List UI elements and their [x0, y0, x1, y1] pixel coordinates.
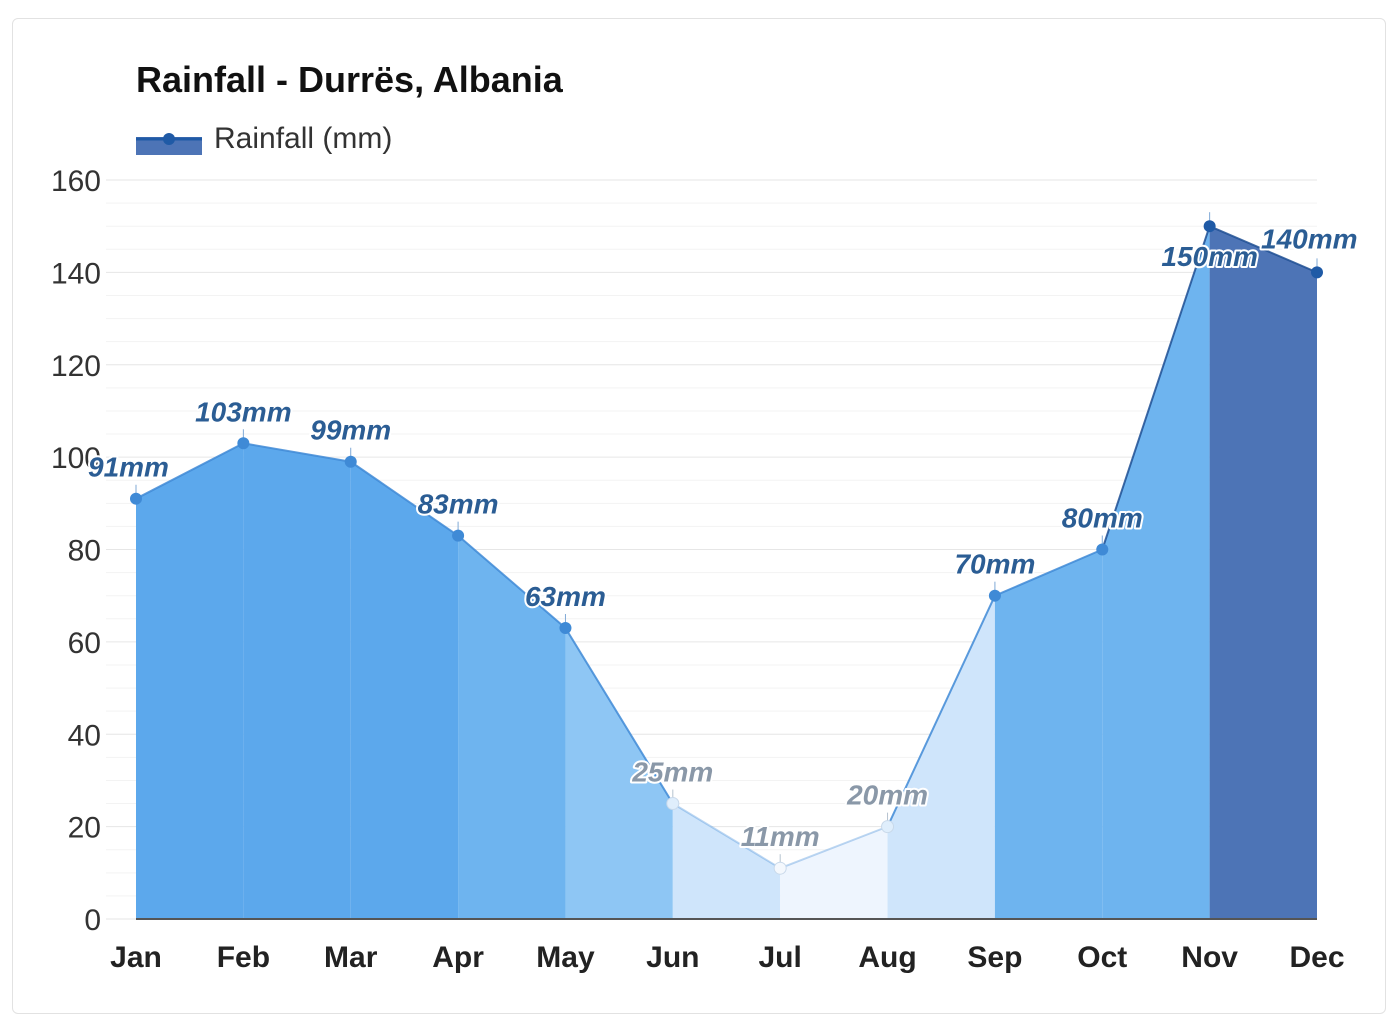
data-point-dec	[1311, 266, 1323, 279]
area-segment-jan	[136, 443, 244, 919]
area-segment-feb	[243, 443, 351, 919]
data-label-feb: 103mm	[195, 396, 292, 427]
data-label-oct: 80mm	[1062, 503, 1143, 534]
series-line-segment	[994, 548, 1103, 597]
y-tick-label: 0	[84, 904, 101, 937]
x-tick-label: Nov	[1181, 941, 1238, 974]
data-label-jan: 91mm	[88, 452, 169, 483]
area-segment-aug	[887, 595, 995, 919]
data-point-sep	[988, 589, 1001, 602]
x-tick-label: Sep	[967, 941, 1022, 974]
series-line-segment	[672, 802, 781, 870]
data-label-aug: 20mm	[846, 780, 928, 811]
data-point-apr	[452, 529, 465, 542]
y-axis-ticks: 0 20 40 60 80 100 120 140 160	[51, 165, 101, 937]
data-point-nov	[1203, 220, 1216, 233]
series-line	[135, 225, 1318, 870]
data-labels: 91mm 103mm 99mm 83mm 63mm 25mm 11mm 20mm 70mm 80m…	[86, 221, 1360, 854]
data-point-feb	[237, 437, 250, 450]
legend-label: Rainfall (mm)	[214, 122, 392, 155]
area-segment-apr	[458, 535, 566, 919]
y-tick-label: 20	[68, 812, 101, 845]
legend-swatch	[136, 137, 202, 155]
x-tick-label: Oct	[1077, 941, 1127, 974]
data-label-mar: 99mm	[310, 415, 391, 446]
series-line-segment	[135, 442, 244, 500]
y-tick-label: 120	[51, 350, 101, 383]
area-segment-jun	[672, 803, 781, 919]
series-line-segment	[564, 627, 674, 805]
area-segment-nov	[1209, 226, 1317, 919]
data-label-sep: 70mm	[954, 549, 1035, 580]
data-label-may: 63mm	[525, 581, 606, 612]
series-line-segment	[243, 442, 351, 463]
area-segment-sep	[994, 549, 1103, 919]
x-tick-label: Dec	[1289, 941, 1344, 974]
x-tick-label: Jan	[110, 941, 162, 974]
data-label-nov: 150mm	[1161, 241, 1258, 272]
data-label-jul: 11mm	[741, 821, 820, 852]
series-line-segment	[457, 534, 567, 629]
area-segments	[136, 226, 1317, 919]
area-segment-oct	[1102, 226, 1210, 919]
data-point-jul	[773, 861, 787, 875]
series-line-segment	[1101, 225, 1211, 550]
y-tick-label: 100	[51, 442, 101, 475]
data-label-apr: 83mm	[418, 489, 499, 520]
y-tick-label: 160	[51, 165, 101, 198]
y-tick-label: 40	[68, 719, 101, 752]
area-segment-mar	[350, 461, 459, 919]
chart-title: Rainfall - Durrës, Albania	[136, 59, 564, 100]
area-segment-may	[565, 628, 673, 919]
data-point-jan	[130, 492, 142, 505]
data-point-aug	[881, 820, 895, 834]
x-axis: Jan Feb Mar Apr May Jun Jul Aug Sep Oct Nov Dec	[110, 918, 1345, 974]
x-tick-label: Jun	[646, 941, 699, 974]
area-segment-jul	[780, 826, 888, 919]
x-tick-label: Jul	[759, 941, 802, 974]
data-point-oct	[1096, 543, 1109, 556]
data-point-jun	[666, 797, 680, 811]
y-tick-label: 80	[68, 535, 101, 568]
data-points	[130, 212, 1323, 875]
x-tick-label: Apr	[432, 941, 484, 974]
data-point-mar	[344, 455, 357, 468]
legend-marker	[163, 133, 175, 145]
series-line-segment	[350, 460, 459, 537]
data-label-jun: 25mm	[631, 757, 713, 788]
y-tick-label: 140	[51, 257, 101, 290]
x-tick-label: Aug	[858, 941, 916, 974]
series-line-segment	[1209, 225, 1318, 274]
y-tick-label: 60	[68, 627, 101, 660]
legend: Rainfall (mm)	[136, 122, 392, 155]
x-tick-label: Feb	[217, 941, 270, 974]
data-label-dec: 140mm	[1261, 223, 1358, 254]
data-point-may	[559, 622, 572, 635]
x-tick-label: May	[536, 941, 595, 974]
series-line-segment	[886, 595, 996, 828]
x-tick-label: Mar	[324, 941, 378, 974]
series-line-segment	[779, 825, 888, 870]
